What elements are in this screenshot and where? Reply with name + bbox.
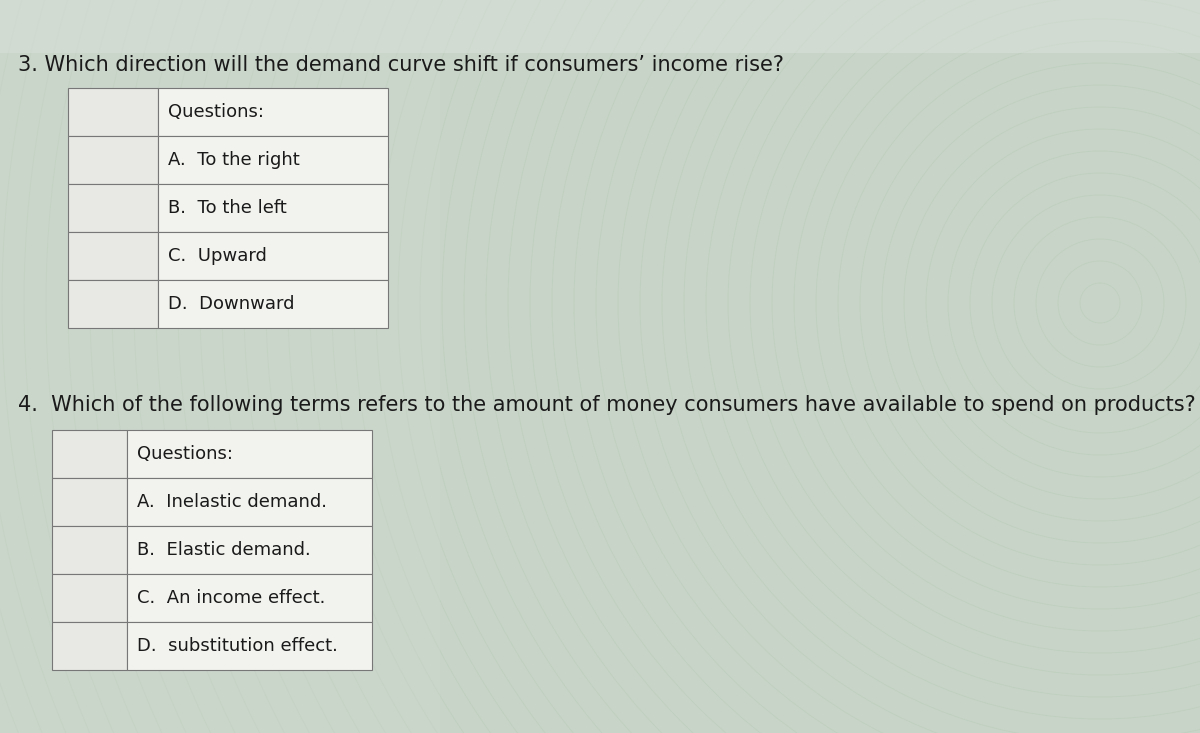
Bar bbox=[68, 184, 158, 232]
Bar bbox=[52, 430, 127, 478]
Bar bbox=[158, 184, 388, 232]
Bar bbox=[127, 478, 372, 526]
Bar bbox=[158, 232, 388, 280]
Text: 4.  Which of the following terms refers to the amount of money consumers have av: 4. Which of the following terms refers t… bbox=[18, 395, 1195, 415]
Bar bbox=[127, 574, 372, 622]
Bar bbox=[0, 0, 1200, 53]
Text: D.  Downward: D. Downward bbox=[168, 295, 294, 313]
Bar bbox=[52, 526, 127, 574]
Text: 3. Which direction will the demand curve shift if consumers’ income rise?: 3. Which direction will the demand curve… bbox=[18, 55, 784, 75]
Text: C.  An income effect.: C. An income effect. bbox=[137, 589, 325, 607]
Bar bbox=[68, 232, 158, 280]
Bar bbox=[68, 88, 158, 136]
Bar bbox=[127, 526, 372, 574]
Bar bbox=[158, 88, 388, 136]
Text: B.  To the left: B. To the left bbox=[168, 199, 287, 217]
Bar bbox=[68, 136, 158, 184]
Bar bbox=[158, 280, 388, 328]
Text: A.  To the right: A. To the right bbox=[168, 151, 300, 169]
Bar bbox=[68, 280, 158, 328]
Bar bbox=[158, 136, 388, 184]
Bar bbox=[52, 622, 127, 670]
Bar bbox=[127, 622, 372, 670]
Bar bbox=[52, 478, 127, 526]
Text: B.  Elastic demand.: B. Elastic demand. bbox=[137, 541, 311, 559]
Text: A.  Inelastic demand.: A. Inelastic demand. bbox=[137, 493, 326, 511]
Text: Questions:: Questions: bbox=[137, 445, 233, 463]
Text: D.  substitution effect.: D. substitution effect. bbox=[137, 637, 338, 655]
Bar bbox=[52, 574, 127, 622]
Text: C.  Upward: C. Upward bbox=[168, 247, 266, 265]
Bar bbox=[0, 0, 440, 733]
Bar bbox=[127, 430, 372, 478]
Text: Questions:: Questions: bbox=[168, 103, 264, 121]
